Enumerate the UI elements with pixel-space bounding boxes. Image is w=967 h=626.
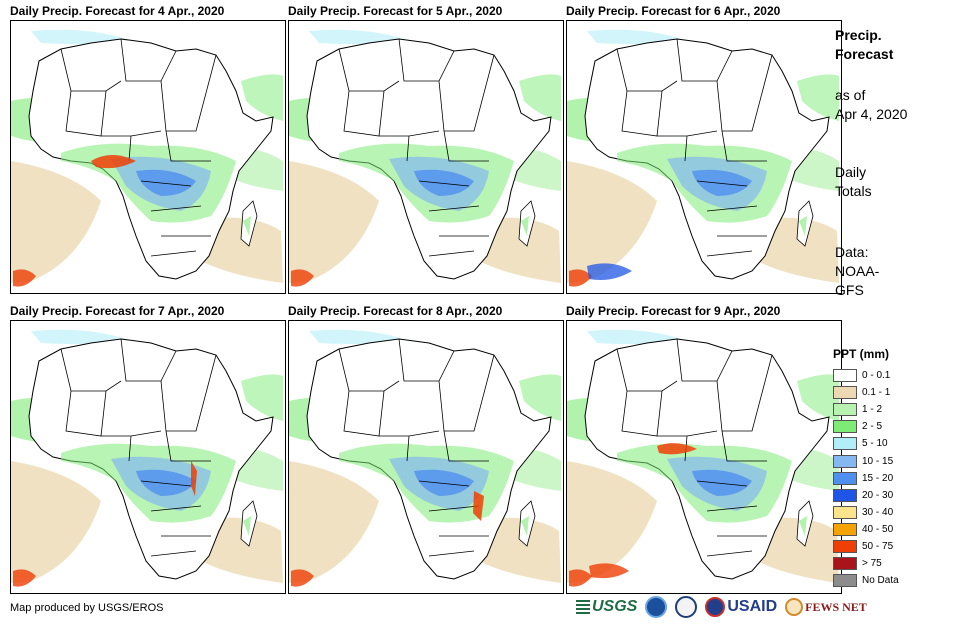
legend-item: 1 - 2 — [833, 401, 943, 418]
sidebar-title-line: Forecast — [835, 46, 894, 62]
sidebar-source-line: GFS — [835, 282, 864, 298]
sidebar-date-line: as of — [835, 87, 866, 103]
precip-legend: PPT (mm) 0 - 0.1 0.1 - 1 1 - 2 2 - 5 5 - 10 1… — [833, 347, 943, 589]
legend-item: 50 - 75 — [833, 538, 943, 555]
usaid-logo: USAID — [705, 597, 777, 617]
usaid-seal-icon — [705, 597, 726, 617]
forecast-panel: Daily Precip. Forecast for 4 Apr., 2020 — [10, 4, 286, 294]
legend-label: 0 - 0.1 — [862, 370, 891, 382]
legend-item: 5 - 10 — [833, 435, 943, 452]
legend-swatch — [833, 505, 857, 519]
legend-label: 40 - 50 — [862, 523, 894, 535]
legend-label: 15 - 20 — [862, 472, 894, 484]
fews-logo-text: FEWS NET — [805, 599, 867, 614]
forecast-panel: Daily Precip. Forecast for 5 Apr., 2020 — [288, 4, 564, 294]
sidebar-title: Precip. Forecast — [835, 26, 893, 64]
sidebar-date: as of Apr 4, 2020 — [835, 86, 907, 124]
panel-title: Daily Precip. Forecast for 8 Apr., 2020 — [288, 304, 503, 318]
legend-item: 2 - 5 — [833, 418, 943, 435]
sidebar-period-line: Daily — [835, 164, 867, 180]
panel-title: Daily Precip. Forecast for 5 Apr., 2020 — [288, 4, 503, 18]
legend-swatch — [833, 574, 857, 588]
map-credit: Map produced by USGS/EROS — [10, 602, 164, 614]
fews-seal-icon — [785, 598, 804, 616]
legend-item: 20 - 30 — [833, 487, 943, 504]
forecast-map — [566, 320, 842, 594]
sidebar-date-line: Apr 4, 2020 — [835, 106, 908, 122]
legend-swatch — [833, 386, 857, 400]
legend-swatch — [833, 454, 857, 468]
sidebar-period-line: Totals — [835, 183, 872, 199]
forecast-panel: Daily Precip. Forecast for 8 Apr., 2020 — [288, 304, 564, 594]
logo-strip: USGS USAID FEWS NET — [576, 594, 867, 620]
panel-title: Daily Precip. Forecast for 4 Apr., 2020 — [10, 4, 225, 18]
legend-label: 50 - 75 — [862, 540, 894, 552]
legend-item: 30 - 40 — [833, 504, 943, 521]
fews-net-logo: FEWS NET — [785, 598, 867, 616]
forecast-panel: Daily Precip. Forecast for 9 Apr., 2020 — [566, 304, 842, 594]
legend-swatch — [833, 403, 857, 417]
legend-swatch — [833, 522, 857, 536]
usgs-bars-icon — [576, 600, 590, 614]
legend-label: 1 - 2 — [862, 404, 883, 416]
legend-item: 0 - 0.1 — [833, 367, 943, 384]
legend-item: 15 - 20 — [833, 470, 943, 487]
legend-label: No Data — [862, 575, 899, 587]
legend-label: 30 - 40 — [862, 506, 894, 518]
legend-label: 20 - 30 — [862, 489, 894, 501]
legend-item: > 75 — [833, 555, 943, 572]
legend-label: 2 - 5 — [862, 421, 883, 433]
legend-swatch — [833, 488, 857, 502]
sidebar-period: Daily Totals — [835, 163, 872, 201]
legend-swatch — [833, 420, 857, 434]
sidebar-source-line: Data: — [835, 244, 869, 260]
legend-label: 10 - 15 — [862, 455, 894, 467]
usgs-logo: USGS — [576, 598, 637, 616]
legend-swatch — [833, 369, 857, 383]
legend-label: > 75 — [862, 558, 882, 570]
legend-label: 0.1 - 1 — [862, 387, 891, 399]
panel-title: Daily Precip. Forecast for 7 Apr., 2020 — [10, 304, 225, 318]
legend-label: 5 - 10 — [862, 438, 888, 450]
sidebar-source: Data: NOAA- GFS — [835, 243, 879, 300]
legend-swatch — [833, 539, 857, 553]
legend-item: No Data — [833, 572, 943, 589]
forecast-map — [566, 20, 842, 294]
sidebar-title-line: Precip. — [835, 27, 882, 43]
legend-swatch — [833, 437, 857, 451]
state-dept-seal-icon — [675, 596, 698, 618]
forecast-map — [10, 320, 286, 594]
legend-item: 40 - 50 — [833, 521, 943, 538]
forecast-map — [288, 320, 564, 594]
forecast-map — [10, 20, 286, 294]
legend-item: 0.1 - 1 — [833, 384, 943, 401]
forecast-panel: Daily Precip. Forecast for 7 Apr., 2020 — [10, 304, 286, 594]
forecast-map — [288, 20, 564, 294]
legend-title: PPT (mm) — [833, 347, 890, 361]
usgs-logo-text: USGS — [592, 598, 638, 615]
legend-swatch — [833, 471, 857, 485]
legend-swatch — [833, 557, 857, 571]
usaid-logo-text: USAID — [727, 598, 778, 615]
legend-item: 10 - 15 — [833, 452, 943, 469]
sidebar-source-line: NOAA- — [835, 263, 880, 279]
panel-title: Daily Precip. Forecast for 9 Apr., 2020 — [566, 304, 781, 318]
noaa-seal-icon — [645, 596, 668, 618]
forecast-panel: Daily Precip. Forecast for 6 Apr., 2020 — [566, 4, 842, 294]
panel-title: Daily Precip. Forecast for 6 Apr., 2020 — [566, 4, 781, 18]
legend-rows: 0 - 0.1 0.1 - 1 1 - 2 2 - 5 5 - 10 10 - 15 15 … — [833, 367, 943, 589]
